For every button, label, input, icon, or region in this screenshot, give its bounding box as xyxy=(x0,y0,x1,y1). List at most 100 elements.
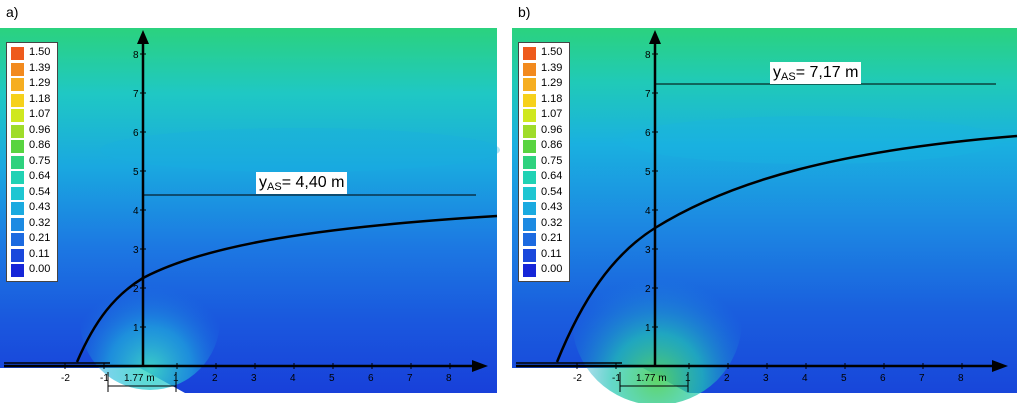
legend-value: 0.43 xyxy=(29,201,51,213)
color-legend: 1.50 1.39 1.29 1.18 1.07 0.96 0.86 0.75 0.64 0.54… xyxy=(6,42,58,282)
legend-value: 0.75 xyxy=(541,154,563,167)
y-tick-label: 5 xyxy=(133,167,139,178)
velocity-field-b: 1 2 3 4 5 6 7 8 -2 -1 1 2 3 4 5 6 7 8 xyxy=(512,28,1018,403)
legend-value: 0.11 xyxy=(29,247,50,260)
y-tick-label: 6 xyxy=(645,128,651,139)
x-tick-label: 8 xyxy=(446,373,452,384)
x-tick-label: 5 xyxy=(841,373,847,384)
y-tick-label: 2 xyxy=(133,284,139,295)
x-tick-label: -1 xyxy=(100,373,109,384)
y-tick-label: 1 xyxy=(133,323,139,334)
legend-value: 1.29 xyxy=(541,77,563,89)
legend-swatch xyxy=(523,248,536,262)
legend-swatch xyxy=(11,109,24,122)
x-tick-label: 1 xyxy=(685,373,691,384)
legend-entry: 0.21 xyxy=(11,232,55,246)
legend-entry: 0.43 xyxy=(11,201,55,215)
legend-value: 0.00 xyxy=(29,263,51,275)
legend-swatch xyxy=(11,248,24,262)
x-tick-label: 7 xyxy=(407,373,413,384)
legend-swatch xyxy=(11,124,24,138)
legend-value: 0.64 xyxy=(541,170,563,182)
x-tick-label: 4 xyxy=(290,373,296,384)
y-tick-label: 8 xyxy=(645,50,651,61)
legend-value: 1.18 xyxy=(541,92,563,105)
legend-value: 1.39 xyxy=(541,61,563,74)
legend-swatch xyxy=(11,140,24,153)
legend-swatch xyxy=(523,264,536,277)
panel-label: b) xyxy=(518,4,531,20)
legend-value: 1.07 xyxy=(29,108,51,120)
legend-swatch xyxy=(11,47,24,60)
x-tick-label: -1 xyxy=(612,373,621,384)
legend-swatch xyxy=(523,47,536,60)
y-tick-label: 2 xyxy=(645,284,651,295)
legend-entry: 0.96 xyxy=(11,124,55,138)
legend-swatch xyxy=(523,233,536,246)
legend-swatch xyxy=(523,186,536,200)
legend-value: 0.21 xyxy=(29,232,51,244)
y-tick-label: 6 xyxy=(133,128,139,139)
legend-swatch xyxy=(523,217,536,231)
legend-swatch xyxy=(11,217,24,231)
legend-value: 0.11 xyxy=(541,247,562,260)
legend-entry: 1.50 xyxy=(11,46,55,60)
legend-entry: 1.18 xyxy=(11,92,55,107)
legend-swatch xyxy=(11,78,24,91)
legend-entry: 0.86 xyxy=(523,139,567,153)
y-tick-label: 7 xyxy=(133,89,139,100)
legend-entry: 1.29 xyxy=(11,77,55,91)
x-tick-label: -2 xyxy=(61,373,70,384)
legend-swatch xyxy=(523,124,536,138)
legend-value: 1.07 xyxy=(541,108,563,120)
legend-swatch xyxy=(523,109,536,122)
legend-value: 0.21 xyxy=(541,232,563,244)
panel-a: 1 2 3 4 5 6 7 8 -2 -1 1 2 3 4 5 6 7 8 a) 1.50 1.39 1.29 1.18… xyxy=(0,4,500,393)
x-tick-label: 7 xyxy=(919,373,925,384)
legend-value: 1.50 xyxy=(541,46,563,58)
legend-entry: 1.39 xyxy=(11,62,55,76)
legend-entry: 0.11 xyxy=(523,247,567,262)
legend-swatch xyxy=(523,78,536,91)
legend-entry: 0.96 xyxy=(523,124,567,138)
legend-value: 0.86 xyxy=(541,139,563,151)
x-tick-label: 5 xyxy=(329,373,335,384)
x-tick-label: 8 xyxy=(958,373,964,384)
legend-entry: 1.39 xyxy=(523,61,567,76)
legend-entry: 0.54 xyxy=(11,185,55,200)
legend-entry: 0.64 xyxy=(11,170,55,184)
legend-swatch xyxy=(11,202,24,215)
legend-entry: 1.18 xyxy=(523,92,567,107)
x-tick-label: 1 xyxy=(173,373,179,384)
legend-swatch xyxy=(523,93,536,107)
legend-entry: 0.00 xyxy=(11,263,55,277)
legend-entry: 0.32 xyxy=(523,216,567,231)
x-tick-label: 6 xyxy=(368,373,374,384)
legend-entry: 0.11 xyxy=(11,247,55,262)
y-tick-label: 4 xyxy=(645,206,651,217)
legend-value: 0.00 xyxy=(541,263,563,275)
legend-value: 0.54 xyxy=(29,185,51,198)
legend-value: 0.32 xyxy=(541,216,563,229)
legend-swatch xyxy=(523,202,536,215)
panel-label: a) xyxy=(6,4,19,20)
legend-swatch xyxy=(523,140,536,153)
color-legend: 1.50 1.39 1.29 1.18 1.07 0.96 0.86 0.75 0.64 0.54… xyxy=(518,42,570,282)
legend-entry: 0.75 xyxy=(523,154,567,169)
legend-entry: 1.50 xyxy=(523,46,567,60)
legend-value: 1.18 xyxy=(29,92,51,105)
x-tick-label: -2 xyxy=(573,373,582,384)
legend-entry: 0.86 xyxy=(11,139,55,153)
legend-swatch xyxy=(523,62,536,76)
dimension-label: 1.77 m xyxy=(124,373,155,384)
y-tick-label: 3 xyxy=(133,245,139,256)
legend-swatch xyxy=(523,155,536,169)
y-tick-label: 3 xyxy=(645,245,651,256)
legend-entry: 0.21 xyxy=(523,232,567,246)
x-tick-label: 6 xyxy=(880,373,886,384)
legend-swatch xyxy=(11,93,24,107)
legend-value: 1.50 xyxy=(29,46,51,58)
x-tick-label: 2 xyxy=(724,373,730,384)
level-annotation: yAS= 4,40 m xyxy=(256,172,348,194)
legend-swatch xyxy=(11,264,24,277)
